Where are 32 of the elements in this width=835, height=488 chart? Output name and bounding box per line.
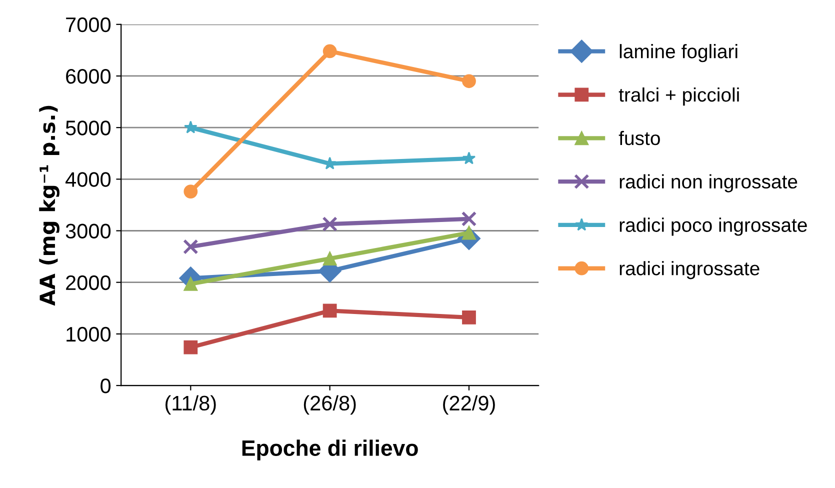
y-axis-title: AA (mg kg⁻¹ p.s.) — [39, 106, 60, 306]
point — [184, 276, 198, 291]
legend-label: radici poco ingrossate — [620, 218, 807, 236]
y-tick-label: 4000 — [65, 172, 111, 187]
point — [322, 304, 337, 318]
x-tick-label: (11/8) — [166, 395, 216, 415]
x-tick-label: (26/8) — [304, 395, 356, 415]
y-tick-label: 2000 — [66, 275, 111, 290]
point — [461, 211, 477, 227]
point — [462, 310, 476, 324]
y-tick-label: 1000 — [66, 326, 111, 342]
y-tick-label: 5000 — [66, 120, 111, 136]
point — [322, 44, 337, 58]
y-tick-label: 6000 — [66, 68, 111, 84]
point — [462, 74, 476, 88]
point — [184, 340, 198, 354]
y-tick-label: 0 — [100, 378, 111, 394]
legend-label: tralci + piccioli — [618, 87, 739, 106]
point — [184, 120, 198, 134]
point — [184, 184, 198, 198]
legend-label: radici non ingrossate — [620, 174, 798, 192]
x-axis-title: Epoche di rilievo — [242, 440, 418, 460]
point — [322, 252, 337, 266]
legend-label: radici ingrossate — [620, 261, 760, 280]
point — [183, 239, 198, 254]
y-tick-label: 3000 — [66, 224, 111, 239]
point — [322, 216, 338, 232]
point — [462, 152, 476, 164]
x-tick-label: (22/9) — [443, 395, 495, 415]
y-tick-label: 7000 — [66, 17, 111, 32]
legend-label: fusto — [618, 130, 660, 146]
legend-label: lamine fogliari — [620, 44, 738, 62]
